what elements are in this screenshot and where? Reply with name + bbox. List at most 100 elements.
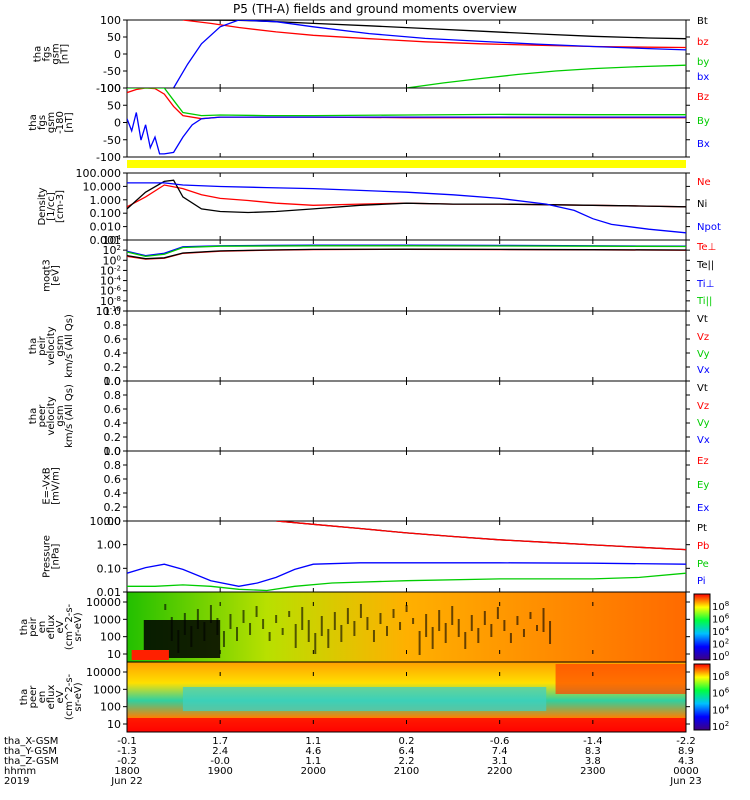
- panel-fgs-ytick-label: -50: [103, 65, 121, 78]
- panel-pressure-ytick-label: 0.01: [97, 586, 122, 599]
- panel-peir-spectrogram-speckle: [392, 609, 395, 618]
- panel-peir-spectrogram-speckle: [483, 611, 486, 625]
- panel-fgs-legend-bx: bx: [697, 72, 709, 83]
- panel-peir-spectrogram-ytick-label: 1000: [93, 613, 121, 626]
- panel-fgs-180-legend-Bx: Bx: [697, 139, 710, 150]
- panel-peer-spectrogram-ylabel-line: (cm^2-s-: [64, 673, 75, 720]
- xaxis-tick-value: 2.2: [399, 756, 415, 767]
- panel-E-field-legend-Ey: Ey: [697, 480, 709, 491]
- panel-peir-spectrogram-speckle: [359, 604, 362, 618]
- panel-fgs-180-series-Bx: [127, 112, 686, 155]
- panel-peir-spectrogram: 10000 1000 100 10 thapeirenefluxeV(cm^2-s-sr…: [19, 591, 730, 663]
- panel-fgs-180-ytick-label: 100: [100, 82, 121, 95]
- panel-peir-velocity-ytick-label: 0.8: [104, 319, 122, 332]
- panel-peir-spectrogram-speckle: [307, 620, 310, 642]
- panel-pressure-legend-Pi: Pi: [697, 576, 706, 587]
- panel-pressure-ylabel: Pressure[nPa]: [42, 535, 62, 578]
- xaxis-row-label: tha_X-GSM: [4, 736, 58, 747]
- panel-fgs-ylabel: thafgsgsm[nT]: [33, 43, 71, 64]
- panel-pressure-ylabel-line: Pressure: [42, 535, 53, 578]
- panel-pressure-series-Pi: [127, 562, 686, 587]
- xaxis-tick-value: 8.3: [585, 746, 601, 757]
- panel-fgs-legend-by: by: [697, 57, 709, 68]
- panel-fgs-ytick-label: -100: [96, 82, 121, 95]
- xaxis-row-label: hhmm: [4, 766, 36, 777]
- panel-peer-spectrogram-colorbar: [693, 663, 711, 731]
- panel-density-ylabel-line: Density: [37, 187, 48, 225]
- panel-pressure-series-Pe: [127, 572, 686, 592]
- panel-E-field-ytick-label: 0.2: [104, 501, 122, 514]
- panel-peir-spectrogram-ylabel-line: sr-eV): [73, 612, 84, 641]
- panel-peir-spectrogram-speckle: [516, 616, 519, 625]
- panel-fgs-ylabel-line: gsm: [51, 43, 62, 64]
- panel-peir-velocity-ylabel-line: tha: [28, 338, 39, 354]
- panel-peir-spectrogram-speckle: [216, 618, 219, 635]
- panel-moqt3-frame: [126, 239, 687, 312]
- panel-moqt3-legend-Te||: Te||: [696, 260, 714, 271]
- panel-density-legend-Npot: Npot: [697, 222, 721, 233]
- panel-fgs-180-ytick-label: -50: [103, 134, 121, 147]
- panel-peir-spectrogram-colorbar-tick: 106: [712, 613, 730, 626]
- panel-peir-spectrogram-speckle: [294, 624, 297, 648]
- panel-peir-spectrogram-speckle: [457, 619, 460, 637]
- panel-pressure-ytick-label: 1.00: [97, 539, 122, 552]
- panel-fgs-180-ylabel-line: fgs: [37, 115, 48, 130]
- panel-density-series-Ni: [127, 179, 686, 214]
- xaxis-tick-value: -0.6: [490, 736, 510, 747]
- panel-peir-spectrogram-speckle: [542, 608, 545, 632]
- panel-peir-spectrogram-speckle: [418, 631, 421, 655]
- panel-peir-spectrogram-ylabel-line: eflux: [46, 615, 57, 640]
- panel-peer-spectrogram-ylabel: thapeerenefluxeV(cm^2-s-sr-eV): [19, 673, 84, 720]
- data-quality-bar: [127, 160, 686, 168]
- panel-peir-spectrogram-speckle: [366, 617, 369, 630]
- panel-E-field-ylabel-line: E=-VxB: [42, 467, 53, 504]
- xaxis-tick-value: 3.1: [492, 756, 508, 767]
- panel-peir-spectrogram-colorbar-tick: 108: [712, 600, 729, 613]
- panel-moqt3-series-Te||: [127, 248, 686, 260]
- panel-E-field-ytick-label: 1.0: [104, 445, 122, 458]
- xaxis-tick-value: 0.2: [399, 736, 415, 747]
- panel-fgs-legend-Bt: Bt: [697, 16, 708, 27]
- panel-density-series-Npot: [127, 182, 686, 234]
- panel-density-frame: [126, 172, 687, 241]
- panel-peir-spectrogram-speckle: [236, 627, 239, 641]
- panel-peir-spectrogram-speckle: [262, 619, 265, 629]
- panel-peir-spectrogram-speckle: [386, 626, 389, 636]
- xaxis-row-label: tha_Z-GSM: [4, 756, 59, 767]
- panel-peir-spectrogram-speckle: [464, 632, 467, 649]
- panel-peir-spectrogram-speckle: [177, 630, 180, 653]
- panel-fgs-series-Bt: [192, 20, 686, 40]
- xaxis-tick-value: 1.1: [305, 756, 321, 767]
- panels-group: 100500-50-100thafgsgsm[nT]Btbzbybx100500…: [19, 14, 730, 733]
- panel-fgs-ytick-label: 50: [107, 31, 121, 44]
- xaxis-tick-value: 2.4: [212, 746, 228, 757]
- panel-peer-spectrogram-frame: [126, 661, 687, 733]
- panel-peir-spectrogram-ytick-label: 100: [100, 631, 121, 644]
- panel-fgs-series-bz: [182, 20, 686, 49]
- panel-peir-spectrogram-speckle: [320, 616, 323, 636]
- panel-peir-spectrogram-speckle: [340, 625, 343, 642]
- panel-peir-spectrogram-speckle: [412, 618, 415, 624]
- panel-peir-velocity-ytick-label: 0.6: [104, 333, 122, 346]
- panel-peir-spectrogram-ylabel-line: peir: [28, 616, 39, 636]
- panel-peir-velocity-ytick-label: 0.2: [104, 361, 122, 374]
- panel-peer-spectrogram-ylabel-line: peer: [28, 685, 39, 709]
- xaxis-tick-value: 4.6: [305, 746, 321, 757]
- xaxis-tick-value: -1.3: [117, 746, 137, 757]
- panel-peer-velocity-ytick-label: 0.4: [104, 417, 122, 430]
- panel-peir-spectrogram-speckle: [203, 622, 206, 641]
- panel-density-ytick-label: 1.000: [90, 194, 122, 207]
- panel-fgs-180: 100 50 0 -50 -100 thafgsgsm-180[nT] Bz By Bx: [28, 82, 710, 164]
- panel-peer-spectrogram-ylabel-line: tha: [19, 689, 30, 705]
- panel-fgs-ytick-label: 0: [114, 48, 121, 61]
- panel-peir-velocity-ytick-label: 0.0: [104, 375, 122, 388]
- panel-fgs-ylabel-line: tha: [33, 46, 44, 62]
- panel-fgs-180-legend-By: By: [697, 116, 710, 127]
- xaxis-tick-value: -1.4: [583, 736, 603, 747]
- panel-fgs-legend-bz: bz: [697, 37, 709, 48]
- panel-density-legend-Ni: Ni: [697, 199, 707, 210]
- xaxis-tick-value: Jun 22: [110, 776, 143, 787]
- panel-density-ylabel: Density[1/cc][cm-3]: [37, 187, 66, 225]
- xaxis-tick-value: 1.1: [305, 736, 321, 747]
- panel-peer-velocity: 1.00.80.60.40.20.0thapeervelocitygsmkm/s…: [28, 375, 710, 458]
